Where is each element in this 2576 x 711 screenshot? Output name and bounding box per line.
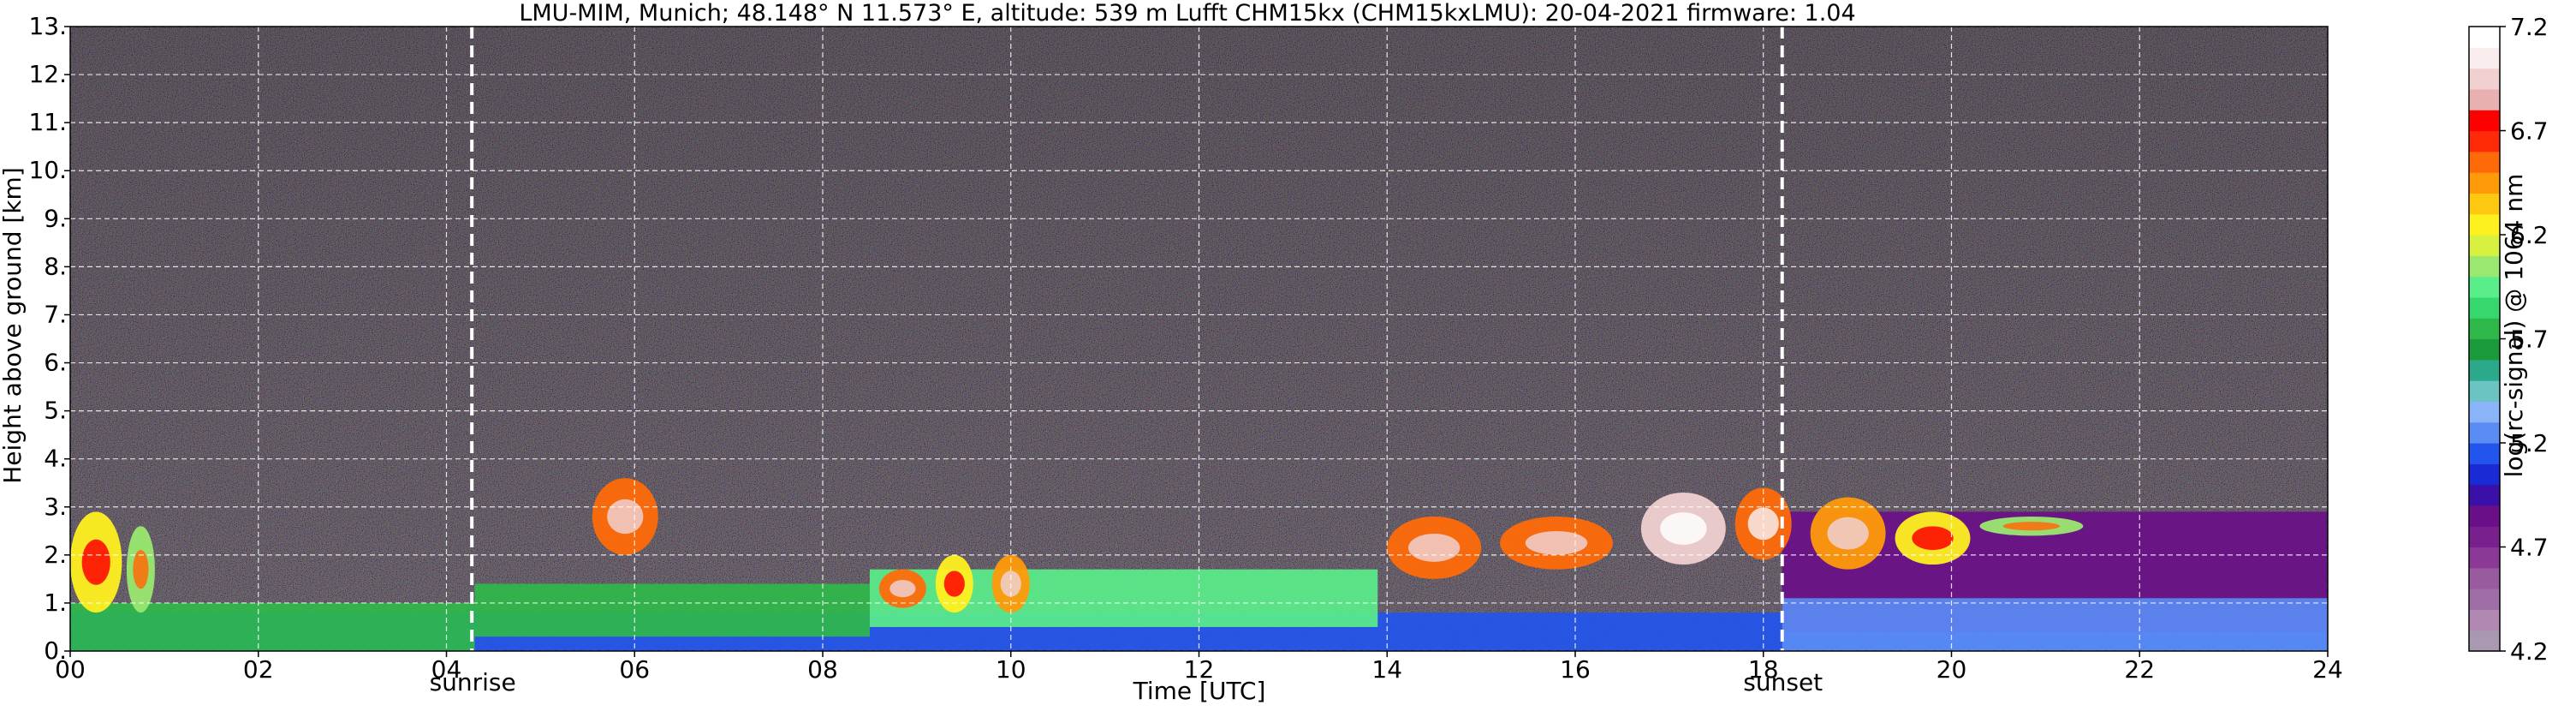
colorbar-segment [2469,110,2500,132]
colorbar-segment [2469,609,2500,631]
cloud-core [2002,522,2061,531]
sun-markers: sunrise sunset [430,27,1823,696]
grid [69,26,2329,652]
colorbar-segment [2469,630,2500,652]
x-tick-label: 08 [807,655,838,684]
y-tick-label: 2. [44,541,67,569]
colorbar-label: log(rc-signal) @ 1064 nm [2500,174,2528,478]
x-tick-label: 12 [1184,655,1215,684]
colorbar-segment [2469,401,2500,423]
chart-title: LMU-MIM, Munich; 48.148° N 11.573° E, al… [519,0,1855,27]
colorbar-segment [2469,27,2500,48]
cloud-core [607,499,644,535]
y-tick-label: 6. [44,349,67,377]
aerosol-layer-nocturnal-layer-morning [70,602,475,651]
colorbar-segment [2469,547,2500,569]
colorbar-tick-label: 6.7 [2510,117,2549,146]
cloud-core [889,580,916,598]
y-tick-label: 3. [44,493,67,521]
cloud-core [943,571,965,597]
x-axis-label: Time [UTC] [1133,677,1266,705]
aerosol-layer-evening-lower-layer [1782,598,2328,651]
colorbar-segment [2469,484,2500,506]
cloud-core [1912,526,1954,551]
sunset-label: sunset [1743,668,1823,696]
aerosol-layer-boundary-layer-morning [474,583,870,637]
y-tick-label: 5. [44,397,67,425]
colorbar-segment [2469,130,2500,152]
x-tick-label: 02 [243,655,274,684]
colorbar-segment [2469,255,2500,278]
y-tick-label: 7. [44,300,67,328]
colorbar-segment [2469,380,2500,402]
colorbar-segment [2469,213,2500,236]
x-tick-label: 20 [1936,655,1967,684]
colorbar-tick-label: 4.7 [2510,534,2549,562]
x-tick-label: 14 [1371,655,1402,684]
colorbar-segment [2469,151,2500,173]
colorbar-tick-label: 5.2 [2510,429,2549,457]
colorbar-segment [2469,463,2500,486]
x-tick-label: 18 [1748,655,1779,684]
cloud-core [1525,530,1588,555]
y-tick-label: 12. [28,60,67,88]
x-tick-label: 16 [1560,655,1591,684]
colorbar-segment [2469,567,2500,589]
colorbar-segment [2469,338,2500,361]
cloud-core [81,539,110,585]
cloud-core [1407,534,1461,562]
y-tick-label: 0. [44,636,67,665]
cloud-core [1827,517,1869,550]
cloud-core [133,549,149,589]
colorbar-segment [2469,526,2500,548]
x-tick-label: 10 [996,655,1026,684]
colorbar-segment [2469,47,2500,69]
colorbar-segment [2469,296,2500,319]
y-axis-label: Height above ground [km] [0,167,27,484]
colorbar-segment [2469,172,2500,194]
y-tick-label: 11. [28,108,67,136]
colorbar-segment [2469,235,2500,256]
colorbar-tick-label: 5.7 [2510,326,2549,354]
colorbar-segment [2469,68,2500,90]
y-tick-label: 8. [44,252,67,280]
y-tick-label: 4. [44,445,67,473]
cloud-core [1660,512,1707,545]
sunrise-label: sunrise [430,668,516,696]
x-tick-label: 00 [55,655,86,684]
y-tick-label: 1. [44,589,67,617]
colorbar-segment [2469,421,2500,444]
colorbar-segment [2469,443,2500,464]
colorbar-segment [2469,276,2500,298]
colorbar-tick-label: 6.2 [2510,221,2549,249]
colorbar: 4.2 4.7 5.2 5.7 6.2 6.7 7.2 [2468,13,2549,666]
colorbar-segment [2469,318,2500,340]
colorbar-segment [2469,589,2500,610]
y-tick-label: 13. [28,12,67,40]
colorbar-segment [2469,88,2500,111]
colorbar-segment [2469,359,2500,381]
y-tick-label: 10. [28,156,67,184]
y-tick-label: 9. [44,204,67,232]
colorbar-segment [2469,193,2500,215]
x-tick-label: 04 [431,655,462,684]
x-tick-label: 22 [2124,655,2155,684]
x-tick-label: 24 [2312,655,2343,684]
axes: 00 02 04 06 08 10 12 14 16 18 20 22 24 0. 1. 2. 3. 4. 5. 6.… [28,12,2342,684]
colorbar-tick-label: 7.2 [2510,13,2549,41]
colorbar-tick-label: 4.2 [2510,637,2549,666]
colorbar-segment [2469,505,2500,527]
x-tick-label: 06 [619,655,650,684]
